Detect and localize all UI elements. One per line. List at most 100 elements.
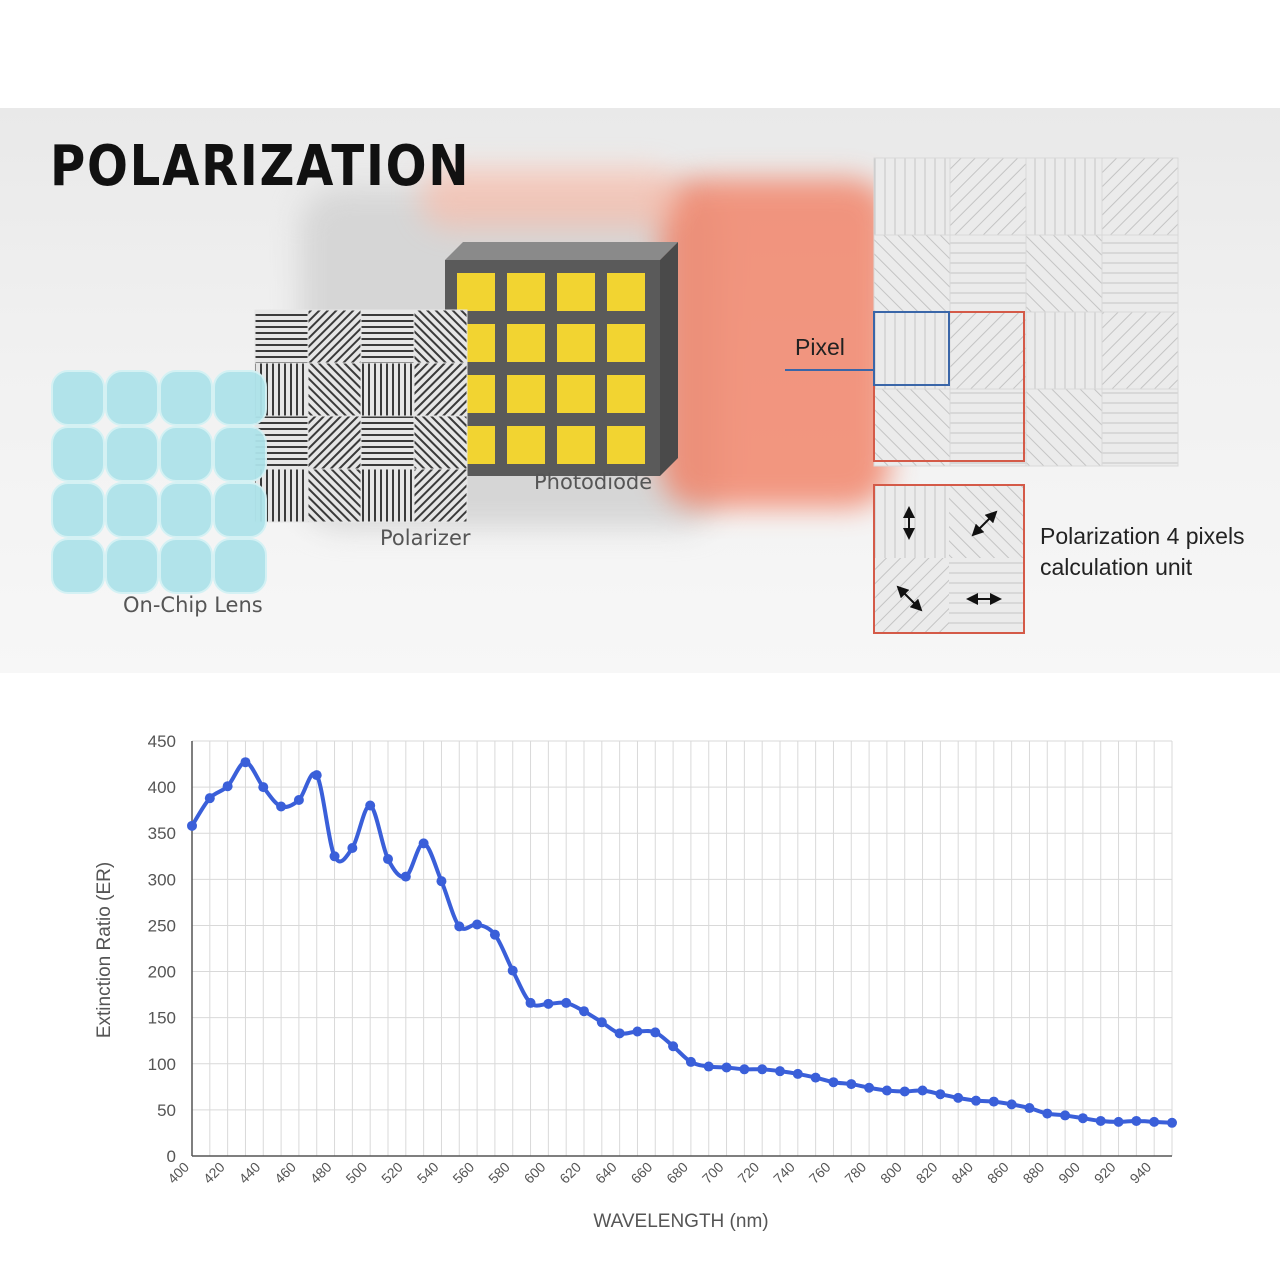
data-point (1042, 1108, 1053, 1119)
lens-cell (159, 538, 213, 594)
data-point (222, 781, 233, 792)
pixel-outline (873, 311, 950, 386)
x-axis-label: WAVELENGTH (nm) (593, 1211, 768, 1232)
pixel-array-cell (1025, 388, 1103, 467)
data-point (365, 800, 376, 811)
polarizer-cell (360, 362, 415, 417)
x-tick-label: 880 (1020, 1159, 1048, 1187)
x-tick-label: 480 (307, 1159, 335, 1187)
polarizer-cell (307, 415, 362, 470)
data-point (472, 919, 483, 930)
pixel-array-cell (1025, 234, 1103, 313)
data-point (1060, 1110, 1071, 1121)
photodiode-cell (607, 375, 645, 413)
data-point (846, 1079, 857, 1090)
data-point (1006, 1099, 1017, 1110)
data-point (757, 1064, 768, 1075)
lens-cell (51, 426, 105, 482)
pixel-array-cell (873, 157, 951, 236)
x-tick-label: 420 (200, 1159, 228, 1187)
x-tick-label: 540 (414, 1159, 442, 1187)
x-tick-label: 900 (1055, 1159, 1083, 1187)
polarizer-label: Polarizer (380, 526, 471, 550)
x-tick-label: 940 (1126, 1159, 1154, 1187)
x-tick-label: 660 (628, 1159, 656, 1187)
pixel-array-cell (1101, 388, 1179, 467)
y-tick-label: 250 (148, 916, 176, 935)
data-point (293, 795, 304, 806)
y-tick-label: 200 (148, 963, 176, 982)
data-point (1077, 1113, 1088, 1124)
photodiode-cell (557, 375, 595, 413)
data-point (971, 1095, 981, 1106)
data-point (596, 1017, 607, 1028)
photodiode-cell (607, 324, 645, 362)
x-axis-ticks: 400 420 440 460 480 500 520 540 560 580 600 620 640 6… (164, 1159, 1154, 1187)
pixel-array-cell (1025, 157, 1103, 236)
lens-cell (105, 426, 159, 482)
x-tick-label: 700 (699, 1159, 727, 1187)
polarizer-cell (307, 362, 362, 417)
calculation-unit-label-line1: Polarization 4 pixels (1040, 523, 1245, 549)
data-point (953, 1092, 964, 1103)
data-point (187, 820, 197, 831)
diagonal-down-right-arrow-icon (896, 585, 923, 612)
data-point (507, 965, 518, 976)
polarizer-cell (413, 468, 468, 523)
data-point (703, 1061, 714, 1072)
x-tick-label: 760 (806, 1159, 834, 1187)
data-point (561, 997, 572, 1008)
data-point (685, 1056, 696, 1067)
data-point (311, 770, 322, 781)
y-tick-label: 350 (148, 824, 176, 843)
photodiode-cell (507, 375, 545, 413)
lens-cell (51, 370, 105, 426)
pixel-array-cell (1025, 311, 1103, 390)
y-tick-label: 400 (148, 778, 176, 797)
x-tick-label: 820 (913, 1159, 941, 1187)
x-tick-label: 520 (378, 1159, 406, 1187)
x-tick-label: 460 (271, 1159, 299, 1187)
polarization-diagram-panel: POLARIZATION (0, 108, 1280, 673)
calculation-unit-label-line2: calculation unit (1040, 554, 1193, 580)
photodiode-cells (457, 273, 645, 464)
lens-cell (159, 482, 213, 538)
data-point (258, 782, 269, 793)
data-point (632, 1026, 643, 1037)
data-point (792, 1068, 803, 1079)
x-tick-label: 740 (770, 1159, 798, 1187)
lens-cell (51, 482, 105, 538)
data-point (525, 997, 536, 1008)
data-point (347, 842, 358, 853)
photodiode-label: Photodiode (534, 470, 653, 494)
x-tick-label: 780 (841, 1159, 869, 1187)
data-point (614, 1028, 625, 1039)
data-point (828, 1077, 839, 1088)
polarizer-cell (307, 309, 362, 364)
x-tick-label: 500 (342, 1159, 370, 1187)
data-point (1167, 1117, 1177, 1128)
x-tick-label: 860 (984, 1159, 1012, 1187)
data-point (1024, 1103, 1035, 1114)
data-point (240, 757, 251, 768)
pixel-array-cell (949, 234, 1027, 313)
data-point (650, 1027, 661, 1038)
lens-cell (51, 538, 105, 594)
photodiode-block (445, 242, 678, 476)
photodiode-cell (457, 273, 495, 311)
on-chip-lens-grid (51, 370, 267, 594)
lens-cell (213, 370, 267, 426)
photodiode-cell (607, 426, 645, 464)
extinction-ratio-chart: 0 50 100 150 200 250 300 350 400 450 400 420 440 460… (94, 732, 1177, 1232)
lens-cell (213, 426, 267, 482)
diagonal-up-right-arrow-icon (971, 510, 998, 537)
data-point (489, 929, 500, 940)
data-point (775, 1066, 785, 1077)
x-tick-label: 580 (485, 1159, 513, 1187)
photodiode-cell (507, 426, 545, 464)
polarizer-cell (360, 309, 415, 364)
x-tick-label: 840 (948, 1159, 976, 1187)
series-line (190, 760, 1174, 1125)
y-tick-label: 150 (148, 1009, 176, 1028)
pixel-array-cell (1101, 157, 1179, 236)
